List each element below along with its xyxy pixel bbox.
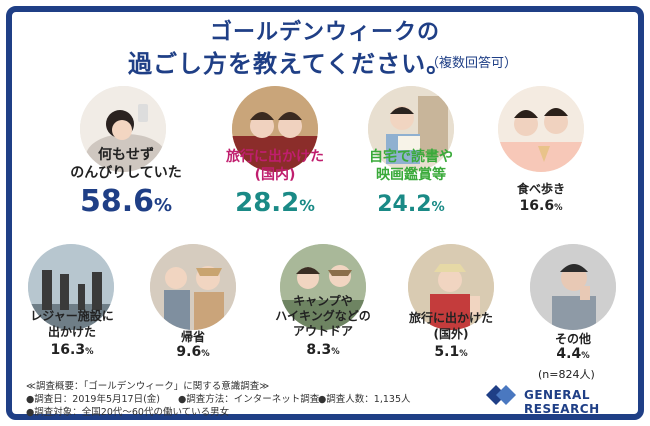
item-6-unit: % <box>201 348 210 358</box>
survey-method: ●調査方法：インターネット調査 <box>178 394 320 405</box>
item-8-label-line1: 旅行に出かけた <box>408 311 493 325</box>
item-7-unit: % <box>331 346 340 356</box>
item-2-unit: % <box>299 197 315 215</box>
item-5-unit: % <box>85 346 94 356</box>
photo-reading <box>368 86 454 172</box>
item-1-number: 58.6 <box>79 184 154 219</box>
item-7-label-line1: キャンプや <box>293 294 353 308</box>
item-2-number: 28.2 <box>235 188 300 218</box>
title-line-2: 過ごし方を教えてください。 <box>128 50 452 78</box>
item-1-unit: % <box>153 195 173 216</box>
item-6-label-line1: 帰省 <box>180 330 205 344</box>
general-research-logo: GENERAL RESEARCH <box>484 380 634 416</box>
item-4-number: 16.6 <box>519 198 555 214</box>
item-4-unit: % <box>554 202 563 212</box>
item-3-label-line1: 自宅で読書や <box>369 149 453 165</box>
item-9-label-line1: その他 <box>554 332 591 346</box>
item-5-label: レジャー施設に 出かけた <box>12 308 132 340</box>
frame-border <box>6 6 644 420</box>
item-8-unit: % <box>459 348 468 358</box>
item-6-label: 帰省 <box>133 328 253 345</box>
item-2-label-line2: (国内) <box>254 167 296 183</box>
item-5-label-line1: レジャー施設に <box>30 309 114 323</box>
survey-date: ●調査日：2019年5月17日(金) <box>26 394 161 405</box>
photo-relaxing <box>80 86 166 172</box>
item-3-unit: % <box>431 200 445 215</box>
item-2-label: 旅行に出かけた (国内) <box>215 148 335 184</box>
photo-food-tour <box>498 86 584 172</box>
item-9-number: 4.4 <box>556 346 582 362</box>
sample-size: (n=824人) <box>538 368 595 381</box>
item-3-label: 自宅で読書や 映画鑑賞等 <box>351 148 471 184</box>
item-9-value: 4.4% <box>513 346 633 362</box>
item-4-label-line1: 食べ歩き <box>516 182 565 196</box>
survey-target: ●調査対象：全国20代〜60代の働いている男女 <box>26 407 230 418</box>
item-1-label-line2: のんびりしていた <box>70 165 182 181</box>
item-7-label-line2: ハイキングなどの <box>275 309 371 323</box>
item-7-value: 8.3% <box>263 342 383 358</box>
item-2-label-line1: 旅行に出かけた <box>226 149 324 165</box>
item-7-number: 8.3 <box>306 342 332 358</box>
logo-text: GENERAL RESEARCH <box>524 388 600 416</box>
photo-overseas-travel <box>408 244 494 330</box>
item-8-label-line2: (国外) <box>433 327 469 341</box>
item-2-value: 28.2% <box>215 188 335 218</box>
item-9-unit: % <box>581 350 590 360</box>
survey-count: ●調査人数：1,135人 <box>318 394 411 405</box>
item-8-value: 5.1% <box>391 344 511 360</box>
item-3-value: 24.2% <box>351 192 471 217</box>
title-line-1: ゴールデンウィークの <box>209 20 440 45</box>
item-1-value: 58.6% <box>66 184 186 219</box>
item-7-label: キャンプや ハイキングなどの アウトドア <box>263 294 383 339</box>
title-note: （複数回答可） <box>426 56 518 71</box>
item-3-label-line2: 映画鑑賞等 <box>376 167 446 183</box>
logo-mark-icon <box>486 385 516 405</box>
item-8-label: 旅行に出かけた (国外) <box>391 310 511 342</box>
item-4-value: 16.6% <box>481 198 601 214</box>
photo-leisure <box>28 244 114 330</box>
item-5-value: 16.3% <box>12 342 132 358</box>
item-3-number: 24.2 <box>377 192 432 217</box>
item-8-number: 5.1 <box>434 344 460 360</box>
item-6-value: 9.6% <box>133 344 253 360</box>
photo-outdoor <box>280 244 366 330</box>
survey-overview: ≪調査概要：「ゴールデンウィーク」に関する意識調査≫ <box>26 381 270 392</box>
item-1-label-line1: 何もせず <box>98 147 154 163</box>
item-4-label: 食べ歩き <box>481 180 601 197</box>
photo-homecoming <box>150 244 236 330</box>
item-7-label-line3: アウトドア <box>292 324 353 338</box>
item-6-number: 9.6 <box>176 344 202 360</box>
item-1-label: 何もせず のんびりしていた <box>66 146 186 182</box>
item-5-label-line2: 出かけた <box>47 325 96 339</box>
item-5-number: 16.3 <box>50 342 86 358</box>
photo-other <box>530 244 616 330</box>
item-9-label: その他 <box>513 330 633 347</box>
